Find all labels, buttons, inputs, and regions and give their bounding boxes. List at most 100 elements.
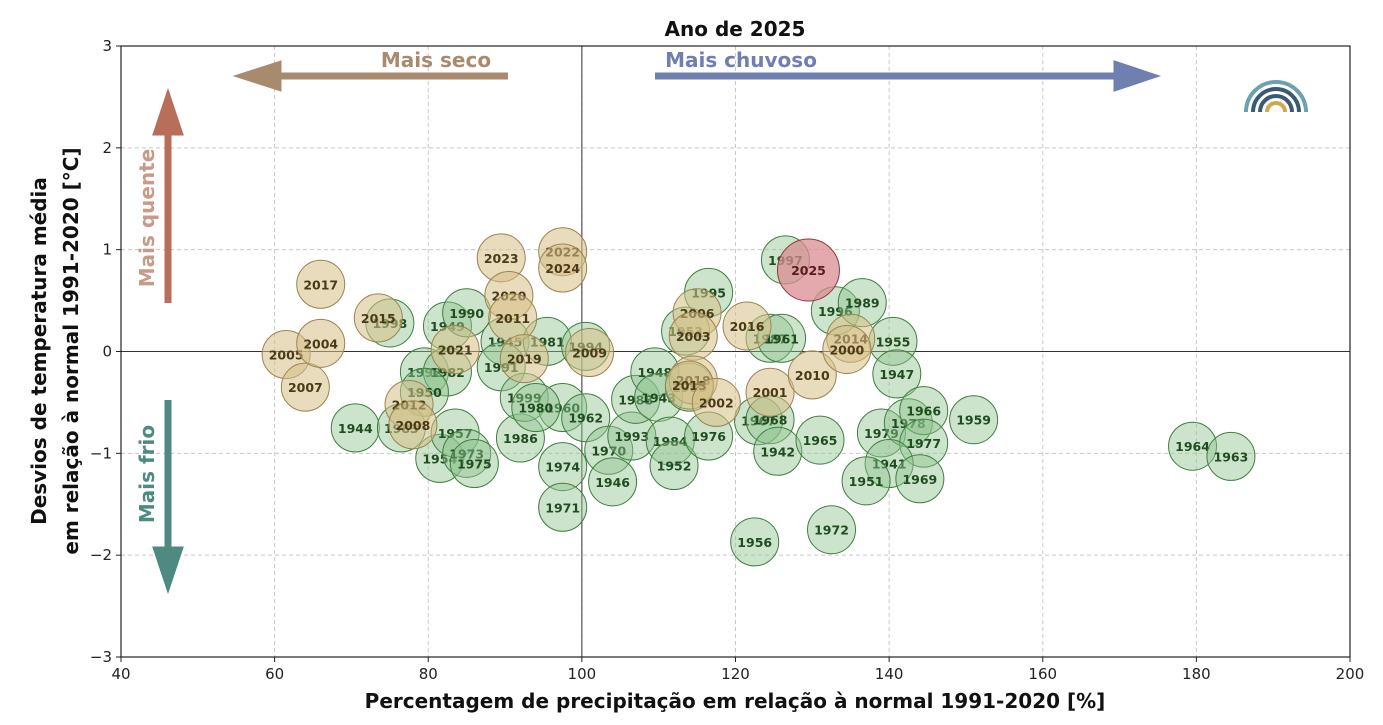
data-point-2002: 2002 bbox=[691, 377, 741, 427]
point-label: 1980 bbox=[518, 401, 553, 416]
point-label: 2010 bbox=[795, 368, 830, 383]
point-marker bbox=[280, 362, 330, 412]
y-tick-label: 3 bbox=[102, 37, 112, 55]
point-label: 2005 bbox=[269, 348, 304, 363]
data-point-2011: 2011 bbox=[488, 293, 538, 343]
axis-ticks: 40 60 80 100 120 140 160 180 200 −3 −2 −1 0 1 2 3 bbox=[90, 37, 1364, 683]
point-label: 1969 bbox=[902, 472, 937, 487]
point-label: 2016 bbox=[730, 319, 765, 334]
point-marker bbox=[538, 482, 588, 532]
y-axis-title: Desvios de temperatura média em relação … bbox=[27, 147, 83, 554]
point-label: 1952 bbox=[657, 459, 692, 474]
data-point-1988: 1988 bbox=[611, 374, 661, 424]
data-point-1959: 1959 bbox=[949, 395, 999, 445]
data-point-1946: 1946 bbox=[588, 457, 638, 507]
point-label: 1967 bbox=[741, 414, 776, 429]
point-label: 2009 bbox=[572, 346, 607, 361]
y-tick-label: 0 bbox=[102, 343, 112, 361]
x-tick-label: 200 bbox=[1336, 665, 1365, 683]
point-label: 1978 bbox=[891, 416, 926, 431]
point-label: 1951 bbox=[849, 474, 884, 489]
point-label: 2000 bbox=[829, 342, 864, 357]
data-point-2019: 2019 bbox=[499, 334, 549, 384]
point-label: 2019 bbox=[507, 352, 542, 367]
point-marker bbox=[841, 456, 891, 506]
point-marker bbox=[722, 301, 772, 351]
data-point-2024: 2024 bbox=[538, 243, 588, 293]
warmer-arrow bbox=[152, 87, 184, 303]
x-tick-label: 100 bbox=[568, 665, 597, 683]
point-label: 1962 bbox=[568, 411, 603, 426]
y-axis-title-line-1: Desvios de temperatura média bbox=[27, 177, 51, 525]
data-point-1986: 1986 bbox=[495, 413, 545, 463]
data-point-1965: 1965 bbox=[795, 415, 845, 465]
point-marker bbox=[561, 393, 611, 443]
point-label: 2015 bbox=[361, 311, 396, 326]
point-marker bbox=[795, 415, 845, 465]
data-point-2010: 2010 bbox=[787, 350, 837, 400]
data-point-2008: 2008 bbox=[388, 400, 438, 450]
data-point-2001: 2001 bbox=[745, 367, 795, 417]
point-label: 1960 bbox=[545, 401, 580, 416]
data-point-1971: 1971 bbox=[538, 482, 588, 532]
data-points: 1944199219491990199819821950198319541957… bbox=[261, 227, 1256, 567]
point-marker bbox=[753, 426, 803, 476]
point-marker bbox=[330, 403, 380, 453]
point-marker bbox=[584, 425, 634, 475]
data-point-1962: 1962 bbox=[561, 393, 611, 443]
point-marker bbox=[296, 259, 346, 309]
point-label: 2003 bbox=[676, 329, 711, 344]
direction-arrows: Mais seco Mais chuvoso Mais quente Mais … bbox=[135, 48, 1162, 595]
chart-title: Ano de 2025 bbox=[665, 17, 806, 41]
x-tick-label: 120 bbox=[721, 665, 750, 683]
point-label: 1977 bbox=[906, 436, 941, 451]
x-tick-label: 40 bbox=[111, 665, 130, 683]
drier-label: Mais seco bbox=[381, 48, 491, 72]
point-label: 1965 bbox=[803, 433, 838, 448]
data-point-1964: 1964 bbox=[1168, 421, 1218, 471]
data-point-1942: 1942 bbox=[753, 426, 803, 476]
point-marker bbox=[807, 505, 857, 555]
point-marker bbox=[449, 439, 499, 489]
point-label: 1993 bbox=[614, 429, 649, 444]
point-marker bbox=[588, 457, 638, 507]
point-marker bbox=[388, 400, 438, 450]
point-label: 1954 bbox=[422, 451, 457, 466]
point-marker bbox=[538, 442, 588, 492]
point-marker bbox=[872, 349, 922, 399]
point-label: 1955 bbox=[876, 334, 911, 349]
point-label: 1956 bbox=[737, 535, 772, 550]
point-marker bbox=[442, 428, 492, 478]
data-point-2007: 2007 bbox=[280, 362, 330, 412]
point-label: 1989 bbox=[845, 296, 880, 311]
point-marker bbox=[1206, 431, 1256, 481]
point-marker bbox=[645, 416, 695, 466]
point-label: 1941 bbox=[872, 457, 907, 472]
data-point-1955: 1955 bbox=[868, 316, 918, 366]
point-label: 2024 bbox=[545, 261, 580, 276]
point-label: 1944 bbox=[338, 421, 373, 436]
point-label: 1942 bbox=[760, 444, 795, 459]
data-point-2000: 2000 bbox=[822, 324, 872, 374]
warmer-label: Mais quente bbox=[135, 149, 159, 288]
data-point-2009: 2009 bbox=[565, 328, 615, 378]
point-label: 1970 bbox=[591, 443, 626, 458]
y-tick-label: 1 bbox=[102, 241, 112, 259]
point-label: 1976 bbox=[691, 429, 726, 444]
data-point-1974: 1974 bbox=[538, 442, 588, 492]
point-label: 1986 bbox=[503, 431, 538, 446]
point-marker bbox=[495, 413, 545, 463]
colder-arrow bbox=[152, 400, 184, 595]
data-point-2021: 2021 bbox=[430, 324, 480, 374]
data-point-1944: 1944 bbox=[330, 403, 380, 453]
y-tick-label: −3 bbox=[90, 648, 112, 666]
point-label: 1964 bbox=[1175, 439, 1210, 454]
drier-arrow bbox=[232, 60, 508, 92]
x-tick-label: 180 bbox=[1182, 665, 1211, 683]
point-marker bbox=[538, 243, 588, 293]
x-tick-label: 160 bbox=[1028, 665, 1057, 683]
data-point-1951: 1951 bbox=[841, 456, 891, 506]
y-tick-label: −1 bbox=[90, 444, 112, 462]
point-marker bbox=[296, 318, 346, 368]
